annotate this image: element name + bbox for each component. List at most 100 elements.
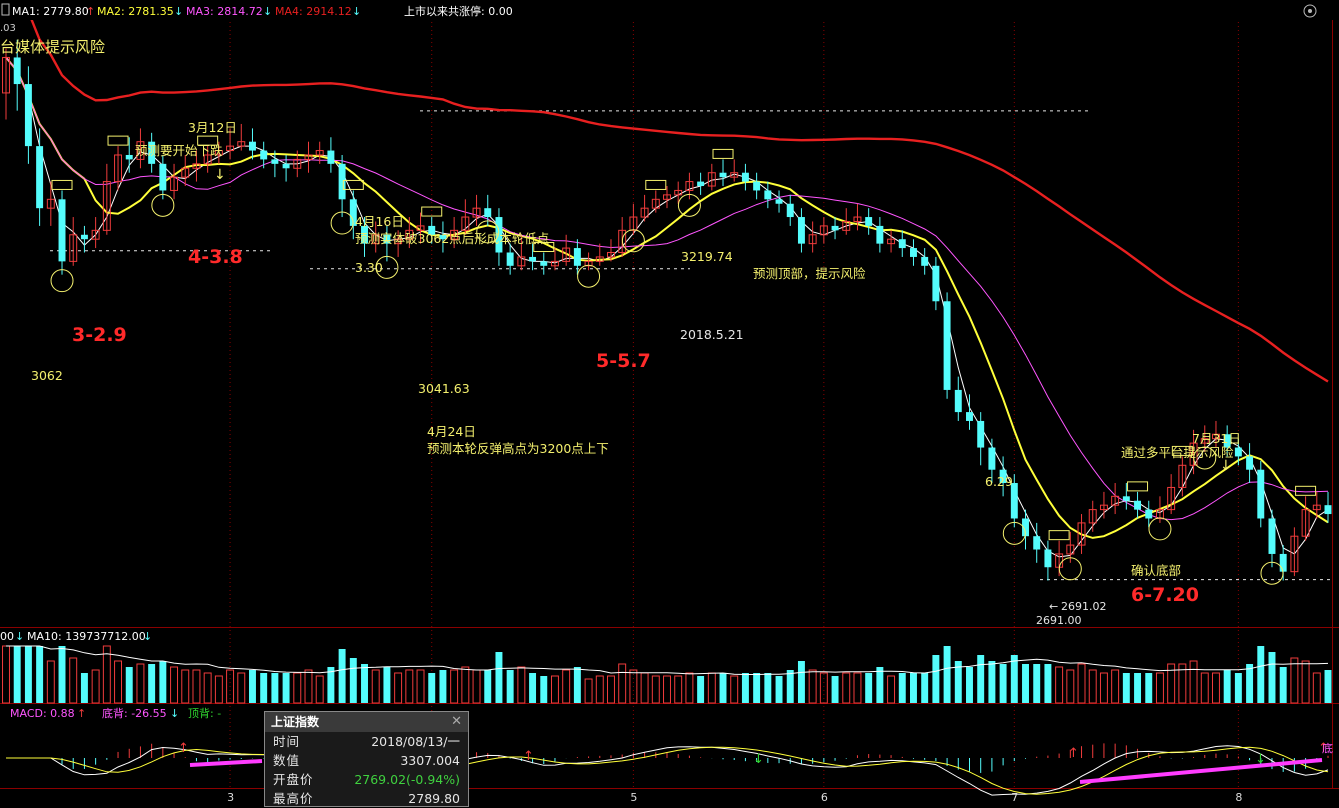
volume-bar-down xyxy=(910,673,917,703)
divergence-line xyxy=(1079,758,1323,784)
candle-body-up xyxy=(226,145,235,152)
volume-bar-up xyxy=(663,675,671,704)
big-label-6-7-20: 6-7.20 xyxy=(1131,584,1199,606)
volume-bar-down xyxy=(428,673,436,703)
volume-bar-down xyxy=(159,661,167,703)
info-tooltip[interactable]: 上证指数 ✕ 时间 2018/08/13/一 数值 3307.004 开盘价 2… xyxy=(264,711,469,807)
candle-body-up xyxy=(394,238,403,245)
volume-bar-down xyxy=(1033,664,1041,703)
candle-body-up xyxy=(550,260,559,267)
tooltip-key: 时间 xyxy=(273,734,301,749)
level-guides xyxy=(50,110,1330,581)
volume-bar-down xyxy=(125,667,133,703)
volume-bar-down xyxy=(13,646,21,703)
candle-body-down xyxy=(1044,549,1052,568)
volume-bar-down xyxy=(932,655,940,703)
vol-down-icon: ↓ xyxy=(143,630,152,643)
volume-bar-down xyxy=(80,673,88,703)
volume-bar-up xyxy=(819,672,828,704)
candle-body-up xyxy=(819,225,828,236)
candle-body-up xyxy=(562,247,571,262)
volume-bar-down xyxy=(1257,646,1265,703)
marker-box xyxy=(421,206,443,217)
candle-body-up xyxy=(214,150,223,156)
volume-bar-up xyxy=(371,669,380,704)
annot-6-29: 6.29 xyxy=(985,474,1013,489)
volume-bar-down xyxy=(58,646,66,703)
settings-circle-icon[interactable] xyxy=(1303,4,1317,18)
candle-body-down xyxy=(865,217,873,226)
volume-bar-down xyxy=(865,673,873,703)
volume-bar-up xyxy=(1055,666,1064,704)
annot-3062: 3062 xyxy=(31,368,63,383)
volume-bar-down xyxy=(1010,655,1018,703)
vol-ma10: MA10: 139737712.00 xyxy=(27,630,146,643)
volume-bar-up xyxy=(595,675,604,704)
candle-body-down xyxy=(1033,536,1041,550)
volume-bar-down xyxy=(966,667,973,703)
volume-bar-down xyxy=(1324,670,1332,703)
candle-body-down xyxy=(540,261,548,266)
marker-circle xyxy=(677,193,701,217)
candle-body-down xyxy=(954,389,962,413)
volume-bar-down xyxy=(529,673,537,703)
volume-bar-up xyxy=(808,669,817,704)
marker-circle xyxy=(476,220,500,244)
tooltip-row-high: 最高价 2789.80 xyxy=(265,789,468,808)
volume-bar-down xyxy=(1223,670,1231,703)
tooltip-row-value: 数值 3307.004 xyxy=(265,751,468,770)
candle-body-up xyxy=(1189,442,1198,466)
tooltip-key: 最高价 xyxy=(273,791,314,806)
candle-body-up xyxy=(640,207,649,218)
candle-body-up xyxy=(91,229,100,240)
ma2-label: MA2: 2781.35 xyxy=(97,5,174,18)
volume-bar-down xyxy=(383,667,391,703)
candle-body-up xyxy=(1312,504,1321,511)
marker-box xyxy=(645,179,667,190)
candle-body-up xyxy=(629,216,638,231)
annotations: 3月12日 预测要开始下跌 ↓ 4月16日 预测实体破3062点后形成本轮低点 … xyxy=(31,120,1241,627)
marker-box xyxy=(1048,530,1070,541)
macd-dea-line xyxy=(6,746,1329,795)
candle-body-down xyxy=(764,190,772,200)
volume-bar-down xyxy=(349,658,357,703)
price-fragment: .03 xyxy=(0,23,16,34)
candle-body-up xyxy=(1301,509,1310,537)
volume-bar-up xyxy=(136,663,145,704)
candle-body-down xyxy=(898,239,906,249)
header-legend: MA1: 2779.80 ↑ MA2: 2781.35 ↓ MA3: 2814.… xyxy=(0,0,1339,56)
candle-body-up xyxy=(1167,486,1176,511)
candle-body-down xyxy=(1145,509,1153,519)
ma4-down-icon: ↓ xyxy=(352,5,361,18)
volume-bar-down xyxy=(484,670,492,703)
close-icon[interactable]: ✕ xyxy=(451,714,462,729)
tooltip-row-time: 时间 2018/08/13/一 xyxy=(265,732,468,751)
volume-bar-down xyxy=(249,670,256,703)
volume-bar-down xyxy=(506,670,514,703)
candle-body-up xyxy=(1099,504,1108,511)
month-tick-label: 7 xyxy=(1011,791,1018,804)
candle-body-down xyxy=(428,225,436,235)
volume-bar-down xyxy=(775,676,783,703)
candle-body-down xyxy=(349,199,357,226)
signal-up-icon: ↑ xyxy=(178,741,189,756)
annot-2018-5-21: 2018.5.21 xyxy=(680,327,744,342)
volume-bar-up xyxy=(170,666,179,704)
month-tick-label: 5 xyxy=(630,791,637,804)
ma3-line xyxy=(5,57,1329,521)
volume-bar-down xyxy=(977,655,985,703)
candle-body-up xyxy=(136,141,145,160)
macd-right-fragment: 底 xyxy=(1322,741,1333,755)
marker-box xyxy=(51,179,73,190)
volume-bar-down xyxy=(271,673,279,703)
volume-bar-up xyxy=(203,672,212,704)
expand-icon[interactable] xyxy=(1,3,10,16)
volume-ma-line xyxy=(6,645,1329,675)
big-label-3-2-9: 3-2.9 xyxy=(72,324,127,346)
volume-bar-up xyxy=(1189,660,1198,704)
volume-bar-down xyxy=(954,661,962,703)
ma4-line xyxy=(21,0,1329,383)
candle-body-down xyxy=(24,84,32,147)
candle-body-up xyxy=(237,141,246,147)
